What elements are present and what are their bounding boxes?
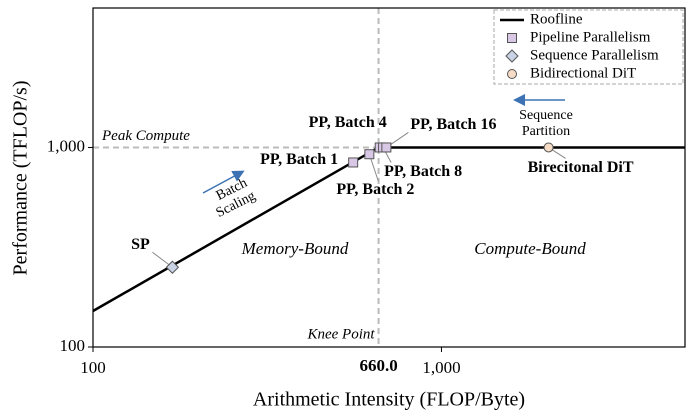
circle-marker xyxy=(543,142,554,153)
y-tick-label: 1,000 xyxy=(47,136,85,155)
point-label: PP, Batch 4 xyxy=(309,114,387,131)
point-label: PP, Batch 8 xyxy=(384,163,462,180)
plot-frame xyxy=(92,7,686,348)
peak-label: Peak Compute xyxy=(101,128,190,144)
diamond-marker xyxy=(165,260,180,274)
legend-marker xyxy=(505,49,519,63)
annotation: Sequence xyxy=(519,108,573,123)
legend-box xyxy=(493,9,684,85)
y-tick-label: 100 xyxy=(60,336,86,355)
point-label: PP, Batch 2 xyxy=(336,181,414,198)
point-label: PP, Batch 1 xyxy=(260,151,338,168)
legend-marker xyxy=(507,33,517,43)
legend-marker xyxy=(507,69,517,79)
legend-label: Roofline xyxy=(530,11,583,27)
square-marker xyxy=(381,142,392,153)
point-label: SP xyxy=(131,236,150,253)
point-label: Birecitonal DiT xyxy=(528,159,634,176)
arrow xyxy=(202,170,245,194)
square-marker xyxy=(348,157,359,168)
knee-value-label: 660.0 xyxy=(359,356,397,375)
legend-label: Pipeline Parallelism xyxy=(530,29,651,45)
knee-label: Knee Point xyxy=(306,326,375,342)
y-axis-label: Performance (TFLOP/s) xyxy=(10,81,32,276)
legend-label: Bidirectional DiT xyxy=(530,65,636,81)
region-label: Memory-Bound xyxy=(241,239,349,258)
x-tick-label: 100 xyxy=(80,358,106,377)
x-axis-label: Arithmetic Intensity (FLOP/Byte) xyxy=(253,389,525,411)
annotation: Partition xyxy=(522,124,570,139)
square-marker xyxy=(364,149,375,160)
point-label: PP, Batch 16 xyxy=(410,116,496,133)
x-tick-label: 1,000 xyxy=(422,358,460,377)
region-label: Compute-Bound xyxy=(474,239,586,258)
legend-label: Sequence Parallelism xyxy=(530,47,659,63)
